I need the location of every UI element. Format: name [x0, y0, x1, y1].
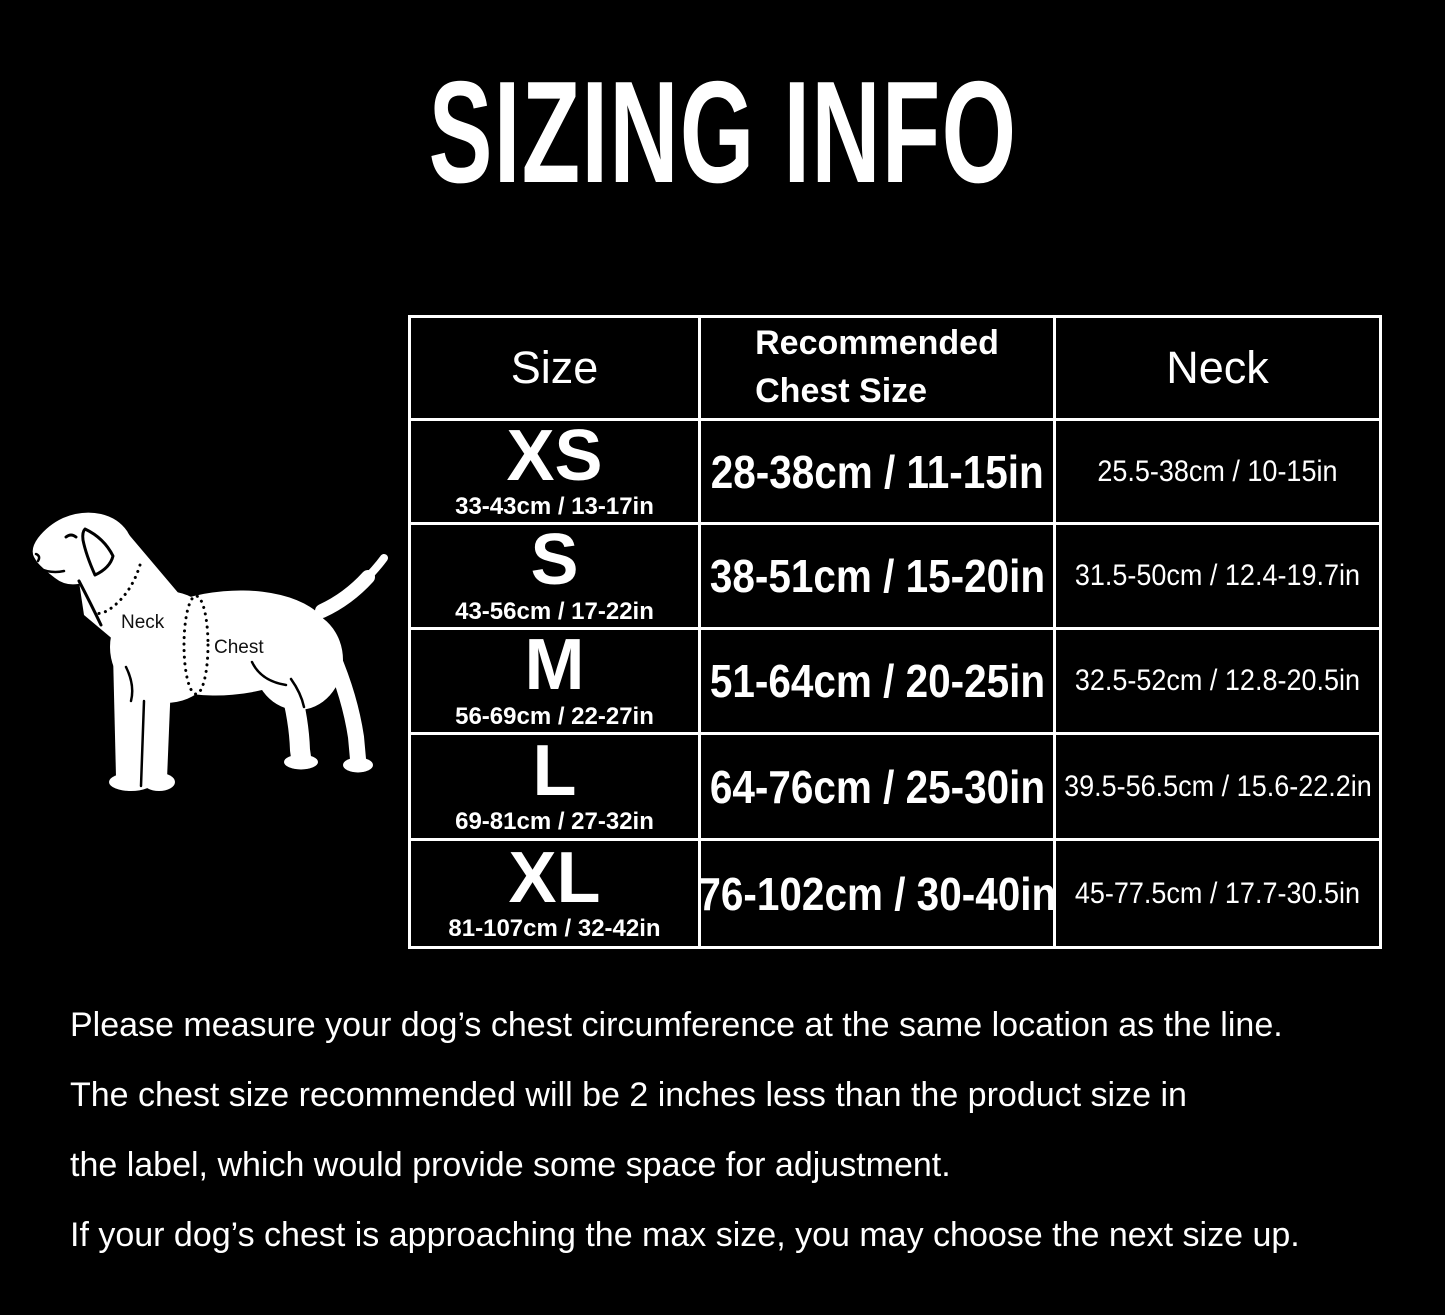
dog-neck-front-line — [77, 579, 103, 627]
table-row-m-neck: 32.5-52cm / 12.8-20.5in — [1056, 630, 1379, 732]
neck-measure-dotted-line — [92, 563, 142, 615]
chest-range: 64-76cm / 25-30in — [709, 760, 1045, 813]
chest-range: 76-102cm / 30-40in — [701, 867, 1053, 920]
table-row-xs-neck: 25.5-38cm / 10-15in — [1056, 421, 1379, 522]
header-neck-cell: Neck — [1056, 318, 1379, 418]
table-row-m-size: M 56-69cm / 22-27in — [411, 630, 698, 732]
table-row-l-neck: 39.5-56.5cm / 15.6-22.2in — [1056, 735, 1379, 838]
neck-diagram-label: Neck — [121, 612, 165, 633]
chest-measure-dotted-line — [182, 594, 210, 696]
page-title: SIZING INFO — [428, 51, 1017, 213]
size-label: XL — [508, 841, 601, 918]
chest-diagram-label: Chest — [214, 637, 264, 658]
size-label: S — [530, 525, 579, 601]
chest-range: 28-38cm / 11-15in — [710, 445, 1044, 498]
dog-stifle-crease — [289, 677, 306, 709]
table-row-xs-size: XS 33-43cm / 13-17in — [411, 421, 698, 522]
table-row-xl-neck: 45-77.5cm / 17.7-30.5in — [1056, 841, 1379, 946]
size-label: M — [524, 630, 585, 706]
dog-ear — [81, 527, 115, 577]
dog-eye — [64, 533, 78, 539]
neck-range: 39.5-56.5cm / 15.6-22.2in — [1063, 769, 1372, 803]
size-range-sub: 33-43cm / 13-17in — [455, 493, 654, 521]
dog-hind-leg-near — [280, 677, 311, 767]
table-row-xs-chest: 28-38cm / 11-15in — [701, 421, 1053, 522]
dog-thigh-crease — [250, 660, 288, 687]
page-title-area: SIZING INFO — [0, 60, 1445, 205]
table-row-s-size: S 43-56cm / 17-22in — [411, 525, 698, 627]
neck-range: 45-77.5cm / 17.7-30.5in — [1074, 876, 1361, 910]
dog-front-leg-separation — [139, 699, 146, 788]
table-row-s-neck: 31.5-50cm / 12.4-19.7in — [1056, 525, 1379, 627]
table-row-xl-chest: 76-102cm / 30-40in — [701, 841, 1053, 946]
size-range-sub: 56-69cm / 22-27in — [455, 702, 654, 730]
header-chest-cell: Recommended Chest Size — [701, 318, 1053, 418]
dog-mouth — [36, 566, 66, 574]
dog-thigh — [253, 610, 343, 710]
header-size-label: Size — [510, 342, 599, 393]
size-label: XS — [506, 421, 603, 496]
note-line-2: The chest size recommended will be 2 inc… — [70, 1076, 1187, 1114]
table-row-m-chest: 51-64cm / 20-25in — [701, 630, 1053, 732]
chest-range: 51-64cm / 20-25in — [709, 655, 1045, 707]
size-range-sub: 69-81cm / 27-32in — [455, 808, 654, 836]
note-line-3: the label, which would provide some spac… — [70, 1146, 951, 1184]
size-label: L — [532, 735, 577, 811]
size-range-sub: 81-107cm / 32-42in — [448, 915, 661, 943]
header-size-cell: Size — [411, 318, 698, 418]
header-neck-label: Neck — [1166, 342, 1269, 393]
dog-hind-leg-far — [324, 647, 366, 767]
dog-shoulder-crease — [124, 665, 134, 703]
table-row-l-chest: 64-76cm / 25-30in — [701, 735, 1053, 838]
neck-range: 25.5-38cm / 10-15in — [1097, 454, 1338, 488]
dog-nostril — [34, 552, 41, 563]
note-line-4: If your dog’s chest is approaching the m… — [70, 1216, 1300, 1254]
note-line-1: Please measure your dog’s chest circumfe… — [70, 1006, 1283, 1044]
dog-silhouette-icon: Neck Chest — [32, 512, 388, 791]
table-row-l-size: L 69-81cm / 27-32in — [411, 735, 698, 838]
table-row-s-chest: 38-51cm / 15-20in — [701, 525, 1053, 627]
size-range-sub: 43-56cm / 17-22in — [455, 597, 654, 625]
dog-measurement-diagram: Neck Chest — [28, 505, 400, 805]
table-row-xl-size: XL 81-107cm / 32-42in — [411, 841, 698, 946]
neck-range: 31.5-50cm / 12.4-19.7in — [1074, 559, 1361, 592]
sizing-table: Size Recommended Chest Size Neck XS 33-43… — [408, 315, 1382, 949]
header-chest-label: Recommended Chest Size — [755, 324, 999, 410]
chest-range: 38-51cm / 15-20in — [709, 550, 1045, 602]
neck-range: 32.5-52cm / 12.8-20.5in — [1074, 664, 1361, 697]
measurement-notes: Please measure your dog’s chest circumfe… — [70, 990, 1410, 1270]
